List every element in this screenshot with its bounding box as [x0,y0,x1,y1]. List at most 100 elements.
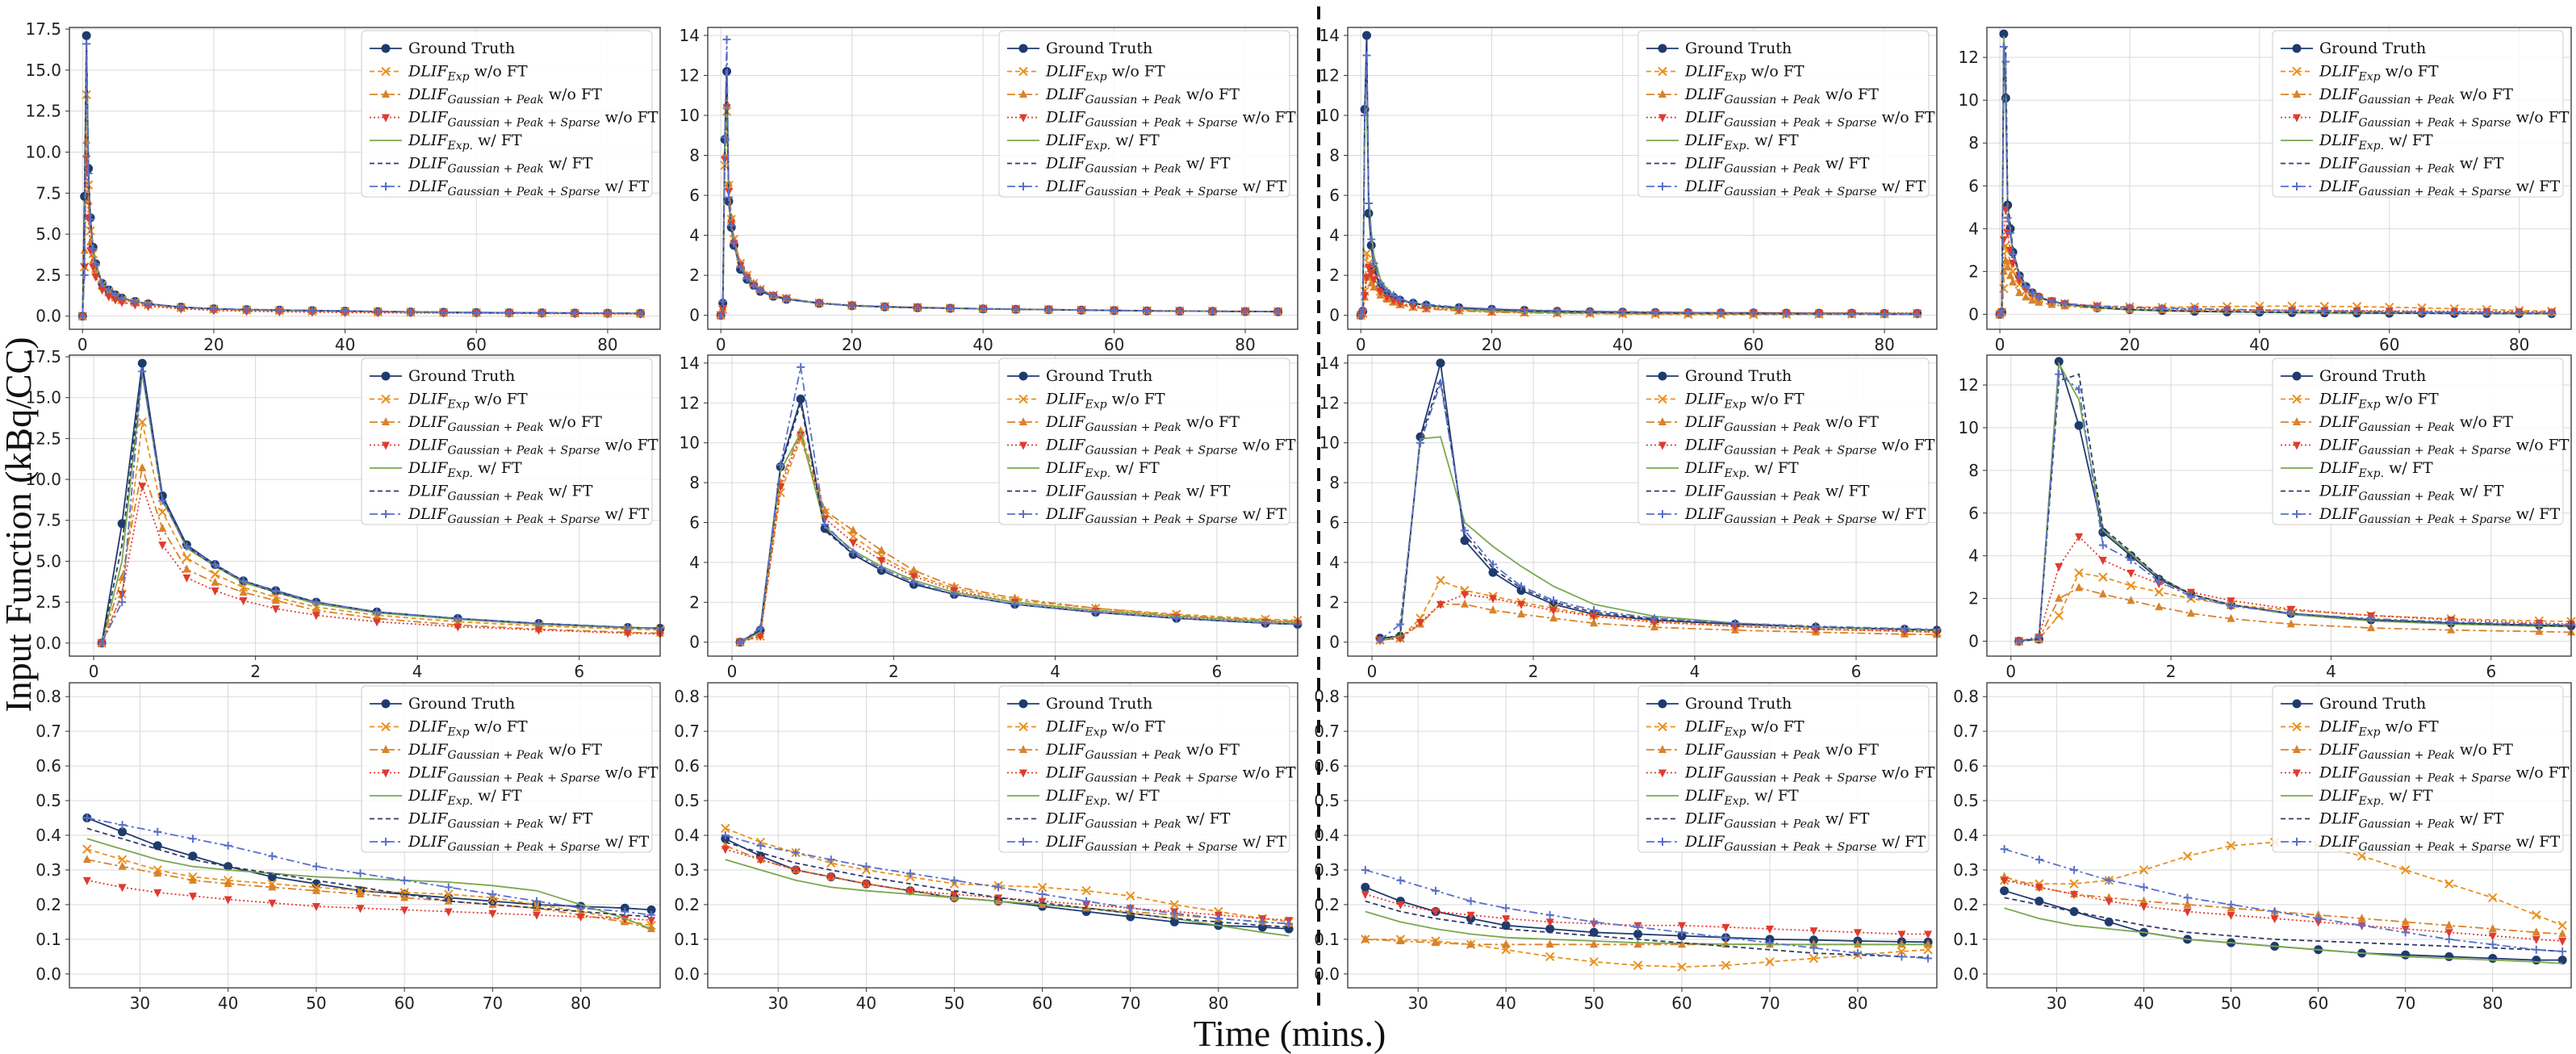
x-tick-label: 0 [77,335,88,354]
series-dlif-gaussian-peak-sparse-w-ft [717,35,1282,320]
y-tick-label: 10 [1959,90,1979,110]
data-point [1545,910,1554,919]
data-point [756,841,765,850]
legend-marker [1658,182,1666,190]
x-tick-label: 40 [218,993,238,1013]
y-tick-label: 2 [1329,592,1340,612]
data-point [104,293,113,302]
data-point [636,309,645,318]
data-point [849,525,858,534]
data-point [717,311,726,320]
data-point [1650,614,1658,623]
y-tick-label: 0.2 [1953,895,1979,914]
legend-label: DLIFGaussian + Peak w/ FT [1045,155,1231,176]
y-tick-label: 2 [689,266,700,285]
data-point [82,814,91,822]
panels-layer: 0 20 40 60 800.02.55.07.510.012.515.017.5Gro… [25,19,2576,1013]
data-point [950,891,959,900]
data-point [2126,596,2135,604]
data-point [504,308,513,317]
axes-frame [707,27,1298,330]
series-line [101,483,661,644]
legend-marker [382,182,390,190]
y-tick-label: 8 [689,473,700,492]
legend-label: DLIFExp. w/ FT [408,132,522,153]
data-point [1517,609,1525,618]
legend-marker [2293,745,2301,753]
data-point [821,520,830,529]
data-point [1590,939,1599,948]
legend-marker [1658,721,1667,732]
data-point [847,301,856,310]
x-tick-label: 80 [2482,993,2503,1013]
data-point [275,306,284,315]
data-point [862,880,871,889]
data-point [98,287,107,295]
legend-marker [381,44,391,53]
data-point [2515,308,2524,317]
series-line [2004,848,2563,952]
data-point [905,887,914,896]
legend-marker [382,417,390,425]
legend-label: DLIFGaussian + Peak + Sparse w/ FT [408,178,649,199]
data-point [158,542,167,550]
data-point [312,598,320,607]
data-point [2000,886,2009,896]
x-tick-label: 50 [944,993,964,1013]
data-point [239,587,248,596]
series-line [1379,383,1938,641]
data-point [1389,291,1398,299]
data-point [1589,957,1599,967]
legend-marker [1018,371,1028,381]
data-point [2015,276,2024,285]
data-point [2015,287,2024,296]
legend-marker [1019,769,1027,778]
x-tick-label: 80 [571,993,591,1013]
data-point [1362,274,1371,282]
legend-label: DLIFExp w/o FT [1684,718,1804,739]
series-line [2004,879,2563,942]
legend-label: DLIFExp. w/ FT [2319,459,2433,480]
data-point [1997,306,2006,315]
data-point [749,281,758,290]
legend-box [361,358,653,525]
data-point [118,861,127,870]
x-tick-label: 40 [1495,993,1516,1013]
data-point [2532,910,2541,920]
y-tick-label: 7.5 [36,183,61,203]
axes-frame [1986,27,2572,330]
series-line [86,827,652,918]
data-point [1038,897,1047,906]
data-point [137,358,147,368]
data-point [721,133,730,142]
panel-row1-col3: 0 20 40 60 80 0 2 4 6 8 10 12 14 Ground Truth DLIFExp … [1319,26,1938,354]
y-tick-label: 0.0 [36,964,61,984]
legend-box [1637,30,1930,198]
x-tick-label: 80 [1235,335,1255,354]
data-point [1208,307,1217,316]
data-point [1633,939,1642,948]
legend-label: DLIFGaussian + Peak + Sparse w/ FT [1045,505,1286,526]
legend-marker [1019,182,1027,190]
data-point [2186,592,2195,600]
data-point [1731,619,1739,628]
data-point [1461,591,1469,600]
data-point [210,569,220,579]
legend-label: DLIFExp w/o FT [1684,391,1804,412]
series-line [86,838,652,930]
data-point [1367,270,1376,278]
panel-row3-col2: 30 40 50 60 70 80 0.0 0.1 0.2 0.3 0.4 0.5 0.6 0.7 0.8 G… [674,682,1298,1013]
series-line [739,366,1298,643]
series-dlif-gaussian-peak-sparse-w-o-ft [2000,876,2567,947]
data-point [2314,914,2323,923]
series-dlif-gaussian-peak-sparse-w-o-ft [1361,891,1933,939]
data-point [400,876,409,885]
series-dlif-gaussian-peak-w-ft [725,841,1290,928]
panel-row3-col3: 30 40 50 60 70 800.00.10.20.30.40.50.60.70.8 G… [1314,682,1938,1013]
data-point [2158,303,2167,312]
data-point [2186,609,2195,617]
legend-marker [2293,838,2301,846]
legend-marker [1658,745,1666,753]
x-tick-label: 0 [1367,662,1378,681]
